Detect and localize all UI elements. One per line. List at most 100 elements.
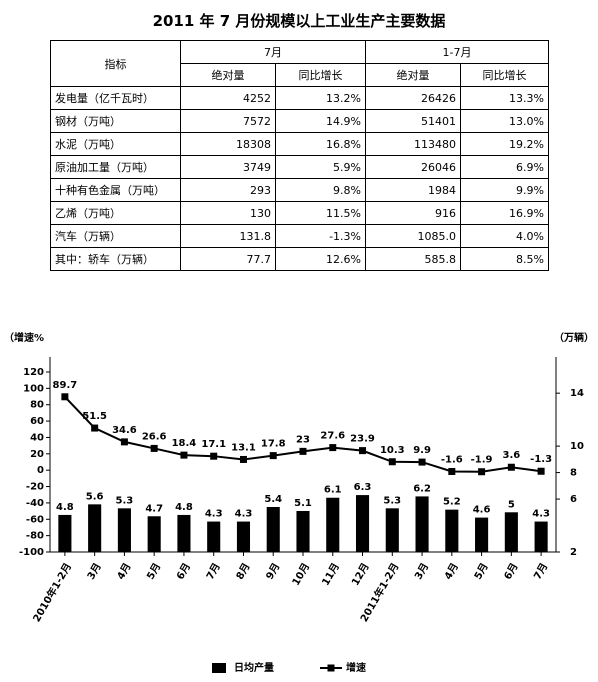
- table-row: 水泥（万吨） 18308 16.8% 113480 19.2%: [50, 132, 549, 156]
- line-marker: [448, 467, 456, 475]
- line-marker: [388, 458, 396, 466]
- line-value-label: 23.9: [350, 434, 375, 445]
- y-tick-label: -20: [26, 482, 44, 493]
- x-tick-label: 9月: [264, 561, 283, 582]
- x-tick-label: 3月: [412, 561, 431, 582]
- line-value-label: 13.1: [231, 442, 256, 453]
- table-cell: 51401: [365, 109, 461, 133]
- table-cell: 77.7: [180, 247, 276, 271]
- legend-label: 增速: [346, 661, 366, 674]
- line-marker: [120, 438, 128, 446]
- y-tick-label: -80: [26, 531, 44, 542]
- bar-value-label: 5: [508, 499, 515, 510]
- line-marker: [537, 467, 545, 475]
- bar-value-label: 4.3: [532, 509, 550, 520]
- y-tick-label: 40: [30, 432, 44, 443]
- y-tick-label: 0: [37, 465, 44, 476]
- table-cell: -1.3%: [275, 224, 366, 248]
- x-tick-label: 6月: [174, 561, 193, 582]
- table-cell: 12.6%: [275, 247, 366, 271]
- line-marker: [418, 458, 426, 466]
- line-marker: [91, 424, 99, 432]
- y2-tick-label: 2: [570, 547, 577, 558]
- line-value-label: 18.4: [172, 438, 197, 449]
- line-value-label: 17.8: [261, 439, 286, 450]
- line-marker: [269, 452, 277, 460]
- table-cell: 16.9%: [460, 201, 549, 225]
- x-tick-label: 4月: [442, 561, 461, 582]
- y2-tick-label: 14: [570, 388, 584, 399]
- x-tick-label: 6月: [502, 561, 521, 582]
- table-cell: 916: [365, 201, 461, 225]
- table-cell: 乙烯（万吨）: [50, 201, 181, 225]
- line-marker: [299, 447, 307, 455]
- table-row: 其中：轿车（万辆） 77.7 12.6% 585.8 8.5%: [50, 247, 549, 271]
- bar-value-label: 5.2: [443, 497, 461, 508]
- bar-value-label: 5.1: [294, 498, 312, 509]
- bar-value-label: 6.3: [354, 482, 372, 493]
- y2-tick-label: 6: [570, 494, 577, 505]
- bar: [355, 495, 370, 552]
- table-row: 原油加工量（万吨） 3749 5.9% 26046 6.9%: [50, 155, 549, 179]
- table-row: 指标 7月 1-7月: [50, 40, 549, 87]
- table-cell: 16.8%: [275, 132, 366, 156]
- table-row: 乙烯（万吨） 130 11.5% 916 16.9%: [50, 201, 549, 225]
- line-value-label: -1.6: [441, 454, 463, 465]
- line-marker: [210, 452, 218, 460]
- table-cell: 其中：轿车（万辆）: [50, 247, 181, 271]
- bar: [326, 497, 340, 552]
- table-cell: 绝对量: [180, 63, 276, 87]
- bar: [177, 514, 191, 552]
- table-cell: 585.8: [365, 247, 461, 271]
- y-tick-label: -100: [19, 547, 44, 558]
- bar: [385, 508, 399, 552]
- table-cell: 19.2%: [460, 132, 549, 156]
- line-value-label: 17.1: [201, 439, 226, 450]
- line-marker: [150, 444, 158, 452]
- table-cell: 26426: [365, 86, 461, 110]
- bar: [475, 517, 489, 552]
- line-marker: [180, 451, 188, 459]
- x-tick-label: 11月: [320, 561, 342, 588]
- bar-value-label: 6.2: [413, 483, 431, 494]
- bar: [236, 521, 251, 552]
- legend-label: 日均产量: [234, 661, 274, 674]
- table-cell: 9.9%: [460, 178, 549, 202]
- y2-axis-title: （万辆）: [554, 331, 594, 344]
- legend-swatch: [327, 664, 335, 672]
- line-marker: [359, 447, 367, 455]
- table-cell: 293: [180, 178, 276, 202]
- bar: [296, 510, 310, 552]
- table-cell: 7572: [180, 109, 276, 133]
- table-cell: 5.9%: [275, 155, 366, 179]
- line-value-label: -1.9: [471, 455, 493, 466]
- table-cell: 13.2%: [275, 86, 366, 110]
- x-tick-label: 7月: [204, 561, 223, 582]
- y-tick-label: 20: [30, 449, 44, 460]
- bar-value-label: 5.3: [116, 495, 134, 506]
- y2-tick-label: 8: [570, 468, 577, 479]
- table-cell: 指标: [50, 40, 181, 87]
- bar-value-label: 4.7: [145, 503, 163, 514]
- table-cell: 4.0%: [460, 224, 549, 248]
- bar-value-label: 4.8: [56, 502, 74, 513]
- table-title: 2011 年 7 月份规模以上工业生产主要数据: [152, 12, 446, 30]
- table-cell: 发电量（亿千瓦时）: [50, 86, 181, 110]
- legend-swatch: [212, 663, 226, 673]
- y-axis-title: （增速%: [4, 331, 44, 344]
- bar-value-label: 4.3: [235, 509, 253, 520]
- table-cell: 11.5%: [275, 201, 366, 225]
- table-row: 绝对量 同比增长 绝对量 同比增长: [51, 63, 549, 87]
- y2-tick-label: 10: [570, 441, 584, 452]
- y-tick-label: -40: [26, 498, 44, 509]
- bar: [534, 521, 548, 552]
- line-value-label: -1.3: [530, 454, 552, 465]
- table-cell: 13.0%: [460, 109, 549, 133]
- bar: [415, 496, 429, 552]
- y-tick-label: 100: [23, 383, 44, 394]
- x-tick-label: 2010年1-2月: [30, 561, 74, 625]
- y-tick-label: 60: [30, 416, 44, 427]
- table-cell: 同比增长: [460, 63, 549, 87]
- line-value-label: 27.6: [320, 431, 345, 442]
